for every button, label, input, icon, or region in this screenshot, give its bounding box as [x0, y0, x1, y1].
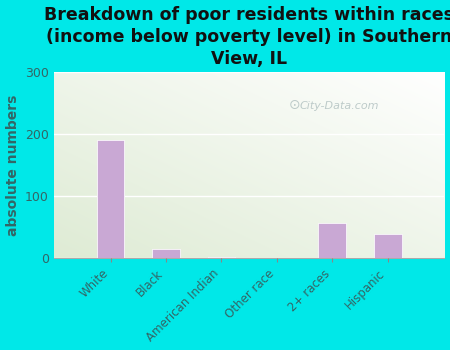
Y-axis label: absolute numbers: absolute numbers [5, 94, 19, 236]
Bar [374, 234, 401, 258]
Bar [97, 140, 125, 258]
Bar [97, 140, 125, 258]
Text: ⊙: ⊙ [288, 98, 300, 112]
Bar [152, 249, 180, 258]
Bar [374, 234, 401, 258]
Bar [207, 257, 235, 258]
Bar [207, 257, 235, 258]
Bar [152, 249, 180, 258]
Text: City-Data.com: City-Data.com [299, 102, 379, 111]
Bar [319, 223, 346, 258]
Bar [319, 223, 346, 258]
Title: Breakdown of poor residents within races
(income below poverty level) in Souther: Breakdown of poor residents within races… [44, 6, 450, 68]
